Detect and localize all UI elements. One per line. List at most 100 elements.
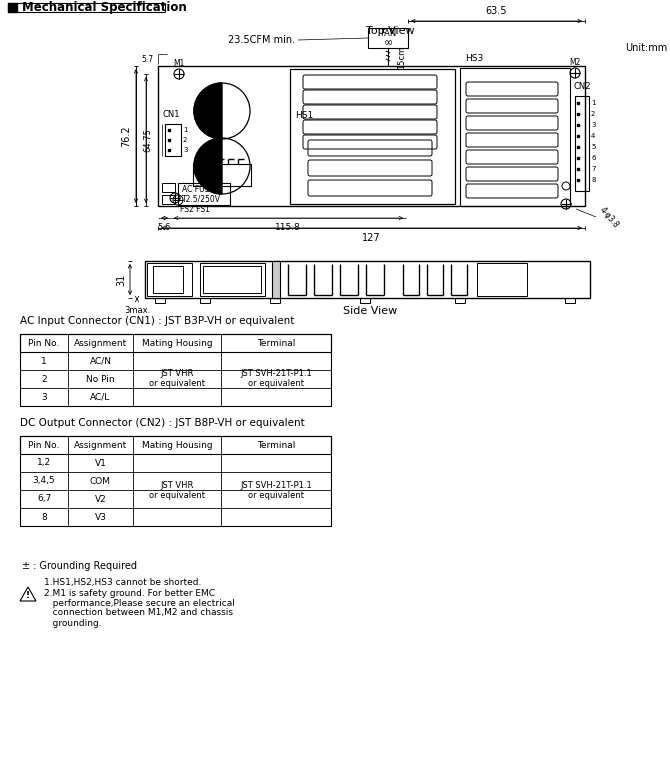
Text: 5.6: 5.6	[157, 223, 171, 232]
Text: or equivalent: or equivalent	[149, 379, 205, 388]
Text: M1: M1	[174, 59, 185, 68]
Text: grounding.: grounding.	[44, 618, 102, 627]
Bar	[575, 96, 589, 191]
Text: 1,2: 1,2	[37, 459, 51, 467]
Bar	[147, 263, 192, 296]
Text: 6: 6	[591, 155, 596, 161]
Text: V1: V1	[94, 459, 107, 467]
Text: 31: 31	[116, 274, 126, 286]
Text: Mechanical Specification: Mechanical Specification	[22, 1, 187, 14]
Text: DC Output Connector (CN2) : JST B8P-VH or equivalent: DC Output Connector (CN2) : JST B8P-VH o…	[20, 418, 305, 428]
Bar	[145, 261, 590, 298]
Bar	[477, 263, 527, 296]
Text: No Pin: No Pin	[86, 375, 115, 384]
Text: 3: 3	[183, 147, 188, 153]
Text: 3: 3	[591, 122, 596, 128]
Text: 23.5CFM min.: 23.5CFM min.	[228, 35, 295, 45]
Text: V2: V2	[94, 495, 107, 503]
Text: or equivalent: or equivalent	[248, 490, 304, 499]
Text: 8: 8	[591, 177, 596, 183]
Text: ∞: ∞	[383, 38, 393, 48]
Text: or equivalent: or equivalent	[149, 490, 205, 499]
Text: 5: 5	[591, 144, 596, 150]
Text: 1: 1	[41, 356, 47, 365]
Bar	[460, 68, 570, 206]
Bar	[290, 69, 455, 204]
Text: AC FUSE: AC FUSE	[182, 185, 214, 194]
Text: Assignment: Assignment	[74, 339, 127, 348]
Bar	[178, 183, 230, 205]
Text: Assignment: Assignment	[74, 440, 127, 450]
Bar	[20, 436, 331, 526]
Text: 1: 1	[591, 100, 596, 106]
Text: 1.HS1,HS2,HS3 cannot be shorted.: 1.HS1,HS2,HS3 cannot be shorted.	[44, 578, 202, 587]
Bar	[200, 298, 210, 303]
Text: Terminal: Terminal	[257, 440, 295, 450]
Text: 1: 1	[183, 127, 188, 133]
Text: Pin No.: Pin No.	[28, 440, 60, 450]
Text: 2: 2	[591, 111, 596, 117]
Text: HS1: HS1	[295, 112, 314, 120]
Text: CN1: CN1	[162, 110, 180, 119]
Bar	[162, 195, 175, 204]
Text: JST SVH-21T-P1.1: JST SVH-21T-P1.1	[240, 480, 312, 489]
Text: COM: COM	[90, 476, 111, 486]
Text: HS2: HS2	[204, 171, 222, 179]
Text: 2: 2	[41, 375, 47, 384]
Bar	[165, 124, 181, 156]
Text: CN2: CN2	[574, 82, 591, 91]
Text: 3,4,5: 3,4,5	[33, 476, 56, 486]
Bar	[270, 298, 280, 303]
Text: 76.2: 76.2	[121, 125, 131, 147]
Text: AC/N: AC/N	[90, 356, 111, 365]
Text: AC/L: AC/L	[90, 392, 111, 401]
Text: performance,Please secure an electrical: performance,Please secure an electrical	[44, 598, 235, 607]
Text: Side View: Side View	[343, 306, 397, 316]
Text: 4: 4	[591, 133, 596, 139]
Text: JST VHR: JST VHR	[160, 480, 194, 489]
Text: 127: 127	[362, 233, 381, 243]
Bar	[158, 66, 585, 206]
Bar	[200, 263, 265, 296]
Text: V3: V3	[94, 512, 107, 522]
Bar	[565, 298, 575, 303]
Bar	[20, 334, 331, 352]
Text: 5.7: 5.7	[141, 54, 153, 64]
Text: 64.75: 64.75	[143, 128, 152, 152]
Bar	[20, 436, 331, 454]
Text: 2.M1 is safety ground. For better EMC: 2.M1 is safety ground. For better EMC	[44, 588, 215, 597]
Text: Mating Housing: Mating Housing	[141, 440, 212, 450]
Text: 63.5: 63.5	[485, 6, 507, 16]
Text: !: !	[26, 591, 30, 600]
Text: JST VHR: JST VHR	[160, 369, 194, 378]
Bar	[8, 3, 17, 12]
Text: FS2 FS1: FS2 FS1	[180, 205, 210, 214]
Text: 2: 2	[183, 137, 188, 143]
Text: M2: M2	[570, 58, 581, 67]
Text: AC Input Connector (CN1) : JST B3P-VH or equivalent: AC Input Connector (CN1) : JST B3P-VH or…	[20, 316, 294, 326]
Bar	[162, 183, 175, 192]
Text: 7: 7	[591, 166, 596, 172]
Bar	[193, 164, 251, 186]
Text: T2.5/250V: T2.5/250V	[182, 195, 221, 204]
Text: 3max.: 3max.	[124, 306, 150, 315]
Text: 8: 8	[41, 512, 47, 522]
Text: 15cm: 15cm	[397, 45, 406, 69]
Bar	[360, 298, 370, 303]
Text: JST SVH-21T-P1.1: JST SVH-21T-P1.1	[240, 369, 312, 378]
Text: Pin No.: Pin No.	[28, 339, 60, 348]
Text: or equivalent: or equivalent	[248, 379, 304, 388]
Text: Mating Housing: Mating Housing	[141, 339, 212, 348]
Polygon shape	[194, 138, 222, 194]
Text: Terminal: Terminal	[257, 339, 295, 348]
Bar	[155, 298, 165, 303]
Text: connection between M1,M2 and chassis: connection between M1,M2 and chassis	[44, 608, 233, 617]
Text: 115.8: 115.8	[275, 223, 301, 232]
Text: Top View: Top View	[366, 26, 414, 36]
Bar	[203, 266, 261, 293]
Bar	[455, 298, 465, 303]
Text: 3: 3	[41, 392, 47, 401]
Text: HS3: HS3	[465, 54, 483, 63]
Text: ± : Grounding Required: ± : Grounding Required	[22, 561, 137, 571]
Bar	[272, 261, 280, 298]
